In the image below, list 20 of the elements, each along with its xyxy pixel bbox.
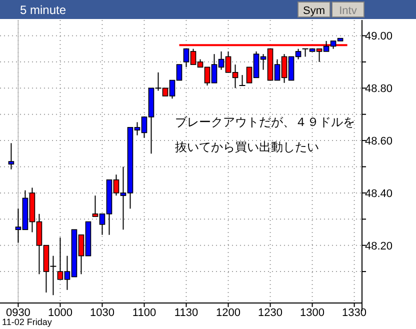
y-tick-label: 49.00 [365, 30, 393, 43]
y-tick-label: 48.60 [365, 136, 393, 148]
x-tick-label: 1230 [258, 307, 283, 319]
x-tick-label: 0930 [6, 307, 30, 319]
x-tick-label: 1300 [300, 307, 325, 319]
y-tick-label: 48.20 [365, 240, 393, 252]
chart-title: 5 minute [20, 3, 66, 17]
y-tick-label: 48.40 [365, 188, 393, 200]
annotation: ブレークアウトだが、４９ドルを [175, 115, 355, 129]
x-tick-label: 1100 [132, 307, 156, 319]
x-tick-label: 1030 [90, 307, 114, 319]
annotation: 抜いてから買い出動したい [175, 140, 319, 154]
y-tick-label: 48.80 [365, 83, 393, 96]
text: 11-02 Friday [2, 317, 52, 327]
text: Intv [339, 5, 358, 17]
x-tick-label: 1330 [342, 307, 367, 319]
x-tick-label: 1130 [174, 307, 198, 319]
text: Sym [303, 5, 325, 17]
x-tick-label: 1000 [48, 307, 72, 319]
x-tick-label: 1200 [216, 307, 241, 319]
